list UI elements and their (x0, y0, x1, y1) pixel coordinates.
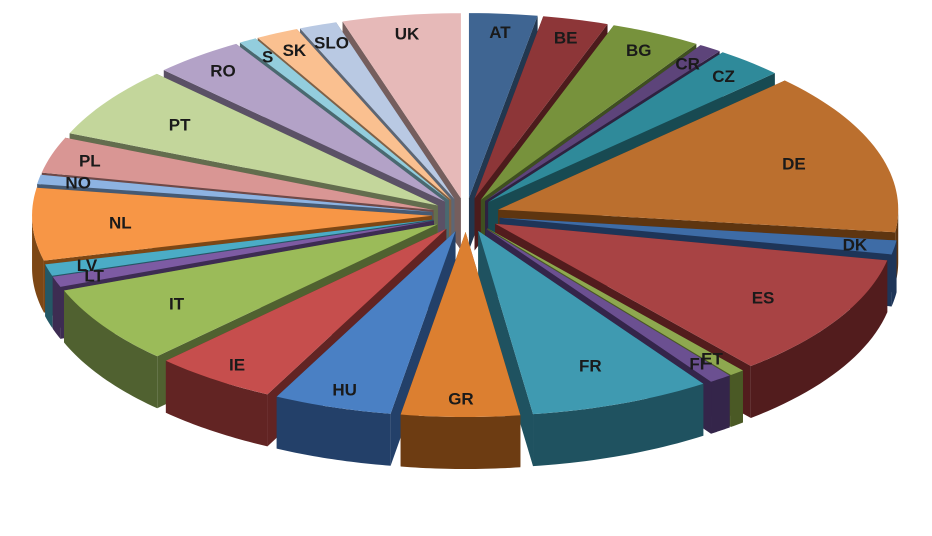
slice-cz (488, 52, 775, 203)
slice-label-bg: BG (626, 41, 652, 60)
slice-sk (257, 29, 452, 200)
slice-label-slo: SLO (314, 34, 349, 53)
slice-gr (400, 231, 521, 417)
slice-fi (485, 228, 730, 382)
slice-label-ro: RO (210, 62, 236, 81)
slice-label-be: BE (554, 28, 578, 47)
slice-label-nl: NL (109, 213, 132, 232)
slice-label-sk: SK (283, 41, 307, 60)
slice-sides (32, 13, 899, 469)
slice-label-de: DE (782, 155, 806, 174)
slice-label-pl: PL (79, 151, 101, 170)
slice-es (495, 223, 888, 366)
slice-label-uk: UK (395, 25, 420, 44)
slice-label-lt: LT (84, 267, 104, 286)
slice-it (64, 224, 438, 357)
slice-label-ie: IE (229, 355, 245, 374)
slice-fr (478, 230, 704, 415)
slice-label-pt: PT (169, 115, 191, 134)
slice-dk (499, 217, 897, 255)
slice-label-hu: HU (332, 381, 357, 400)
slice-label-cr: CR (675, 54, 700, 73)
slice-hu (276, 231, 456, 414)
slice-pt (69, 73, 438, 206)
slice-slo (299, 22, 455, 200)
slice-label-no: NO (65, 174, 91, 193)
slice-label-it: IT (169, 294, 185, 313)
slice-label-fi: FI (689, 355, 704, 374)
slice-ie (165, 228, 447, 395)
slice-ro (163, 43, 446, 202)
slice-bg (480, 25, 697, 200)
slice-et (487, 228, 743, 375)
slice-uk (342, 13, 461, 199)
slice-label-dk: DK (843, 235, 868, 254)
slice-lt (52, 220, 434, 287)
slice-label-gr: GR (448, 389, 474, 408)
slice-s (239, 38, 449, 201)
slice-de (498, 80, 899, 233)
slice-pl (41, 137, 434, 210)
slice-label-cz: CZ (712, 67, 735, 86)
slice-be (474, 16, 608, 199)
slice-nl (32, 187, 433, 261)
slice-label-es: ES (752, 289, 775, 308)
slice-no (37, 174, 433, 213)
slice-lv (45, 219, 434, 276)
slice-cr (485, 45, 720, 201)
slice-label-s: S (262, 47, 273, 66)
slice-label-lv: LV (77, 256, 98, 275)
slice-at (468, 13, 538, 199)
slice-label-et: ET (701, 349, 723, 368)
slice-label-at: AT (489, 23, 511, 42)
slice-label-fr: FR (579, 357, 602, 376)
